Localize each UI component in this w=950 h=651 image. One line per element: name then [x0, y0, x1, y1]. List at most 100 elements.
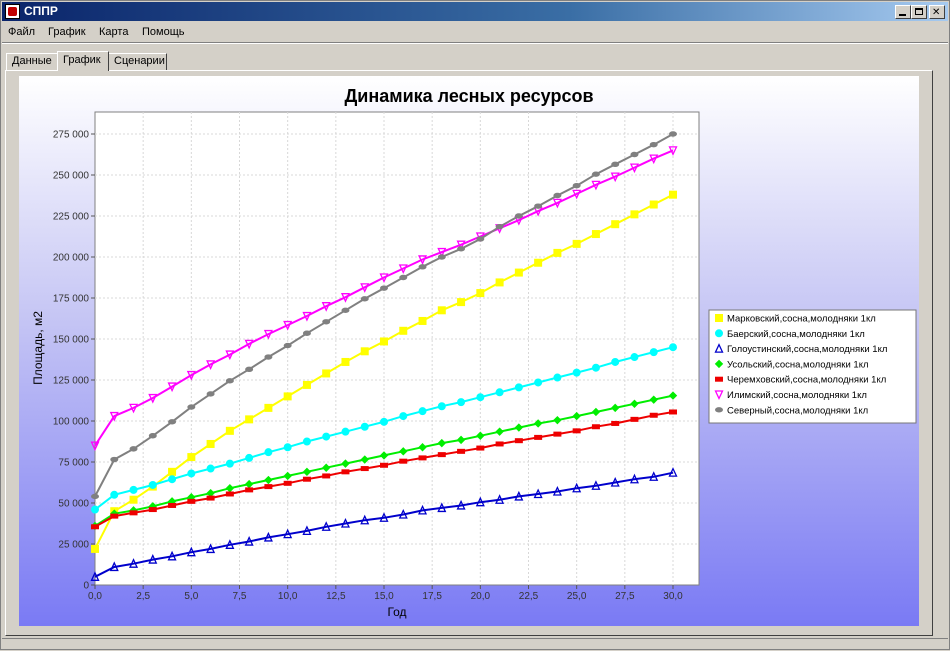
data-point: [187, 404, 196, 410]
app-icon[interactable]: [5, 4, 20, 19]
data-point: [148, 393, 158, 404]
data-point: [553, 192, 562, 199]
menu-help[interactable]: Помощь: [142, 26, 185, 38]
y-tick-label: 150 000: [53, 335, 90, 346]
data-point: [321, 302, 331, 312]
data-point: [495, 494, 505, 504]
data-point: [591, 363, 600, 372]
data-point: [553, 248, 562, 257]
data-point: [109, 561, 119, 572]
x-tick-label: 27,5: [615, 591, 635, 602]
data-point: [610, 476, 620, 487]
data-point: [168, 475, 177, 484]
legend-label: Усольский,сосна,молодняки 1кл: [727, 359, 869, 370]
data-point: [495, 388, 504, 397]
close-icon[interactable]: [929, 5, 945, 19]
y-tick-label: 75 000: [58, 458, 89, 469]
tab-scenarios[interactable]: Сценарии: [108, 53, 167, 70]
maximize-icon[interactable]: [911, 5, 927, 19]
x-tick-label: 7,5: [233, 591, 247, 602]
tab-chart[interactable]: График: [57, 51, 109, 71]
y-tick-label: 125 000: [53, 376, 90, 387]
data-point: [456, 240, 466, 251]
data-point: [591, 180, 601, 191]
data-point: [321, 463, 331, 472]
data-point: [495, 223, 504, 230]
data-point: [90, 441, 100, 452]
data-point: [649, 412, 658, 418]
data-point: [110, 490, 119, 499]
data-point: [109, 411, 119, 422]
data-point: [225, 426, 234, 435]
data-point: [225, 350, 235, 361]
y-tick-label: 175 000: [53, 294, 90, 305]
data-point: [629, 163, 639, 174]
menu-chart[interactable]: График: [48, 26, 86, 38]
data-point: [148, 554, 158, 564]
data-point: [456, 435, 466, 445]
series-line: [94, 149, 674, 447]
data-point: [591, 171, 600, 177]
x-tick-label: 22,5: [519, 591, 539, 602]
data-point: [591, 480, 601, 490]
data-point: [263, 531, 273, 542]
data-point: [245, 366, 254, 373]
data-point: [437, 438, 447, 448]
data-point: [476, 289, 485, 298]
data-point: [90, 571, 100, 581]
data-point: [283, 320, 293, 331]
data-point: [418, 316, 427, 325]
data-point: [283, 471, 292, 481]
data-point: [322, 319, 331, 325]
data-point: [341, 469, 350, 475]
y-axis-label: Площадь, м2: [31, 311, 45, 385]
legend-swatch: [715, 314, 723, 322]
data-point: [225, 459, 234, 468]
data-point: [669, 131, 677, 137]
data-point: [514, 490, 524, 501]
data-point: [572, 189, 582, 200]
data-point: [283, 342, 292, 349]
data-point: [168, 467, 177, 476]
legend-swatch: [715, 329, 723, 338]
data-point: [187, 453, 196, 462]
data-point: [649, 154, 659, 165]
data-point: [534, 258, 543, 267]
status-bar: [2, 638, 948, 650]
data-point: [225, 539, 235, 549]
y-tick-label: 225 000: [53, 212, 90, 223]
legend-box: [708, 309, 917, 424]
data-point: [322, 432, 331, 441]
data-point: [360, 466, 369, 472]
data-point: [110, 513, 119, 519]
data-point: [649, 395, 658, 404]
data-point: [206, 439, 215, 448]
menu-map[interactable]: Карта: [99, 26, 129, 38]
data-point: [302, 525, 312, 536]
data-point: [495, 278, 504, 287]
legend-label: Марковский,сосна,молодняки 1кл: [727, 314, 876, 325]
data-point: [148, 480, 157, 489]
data-point: [302, 476, 311, 482]
minimize-icon[interactable]: [895, 5, 911, 19]
data-point: [629, 473, 639, 484]
menu-file[interactable]: Файл: [8, 26, 36, 38]
data-point: [456, 499, 466, 510]
data-point: [245, 487, 254, 493]
data-point: [668, 391, 678, 400]
y-tick-label: 275 000: [53, 130, 90, 141]
data-point: [380, 337, 388, 346]
tab-data[interactable]: Данные: [6, 53, 58, 70]
data-point: [649, 348, 658, 357]
data-point: [245, 453, 254, 462]
title-bar[interactable]: СППР: [2, 2, 948, 21]
data-point: [495, 441, 504, 447]
data-point: [572, 428, 581, 434]
legend-swatch: [714, 343, 724, 353]
data-point: [360, 296, 369, 302]
menu-separator: [2, 42, 948, 44]
window-title: СППР: [24, 4, 58, 18]
data-point: [302, 380, 311, 389]
data-point: [360, 514, 370, 525]
data-point: [649, 200, 658, 209]
